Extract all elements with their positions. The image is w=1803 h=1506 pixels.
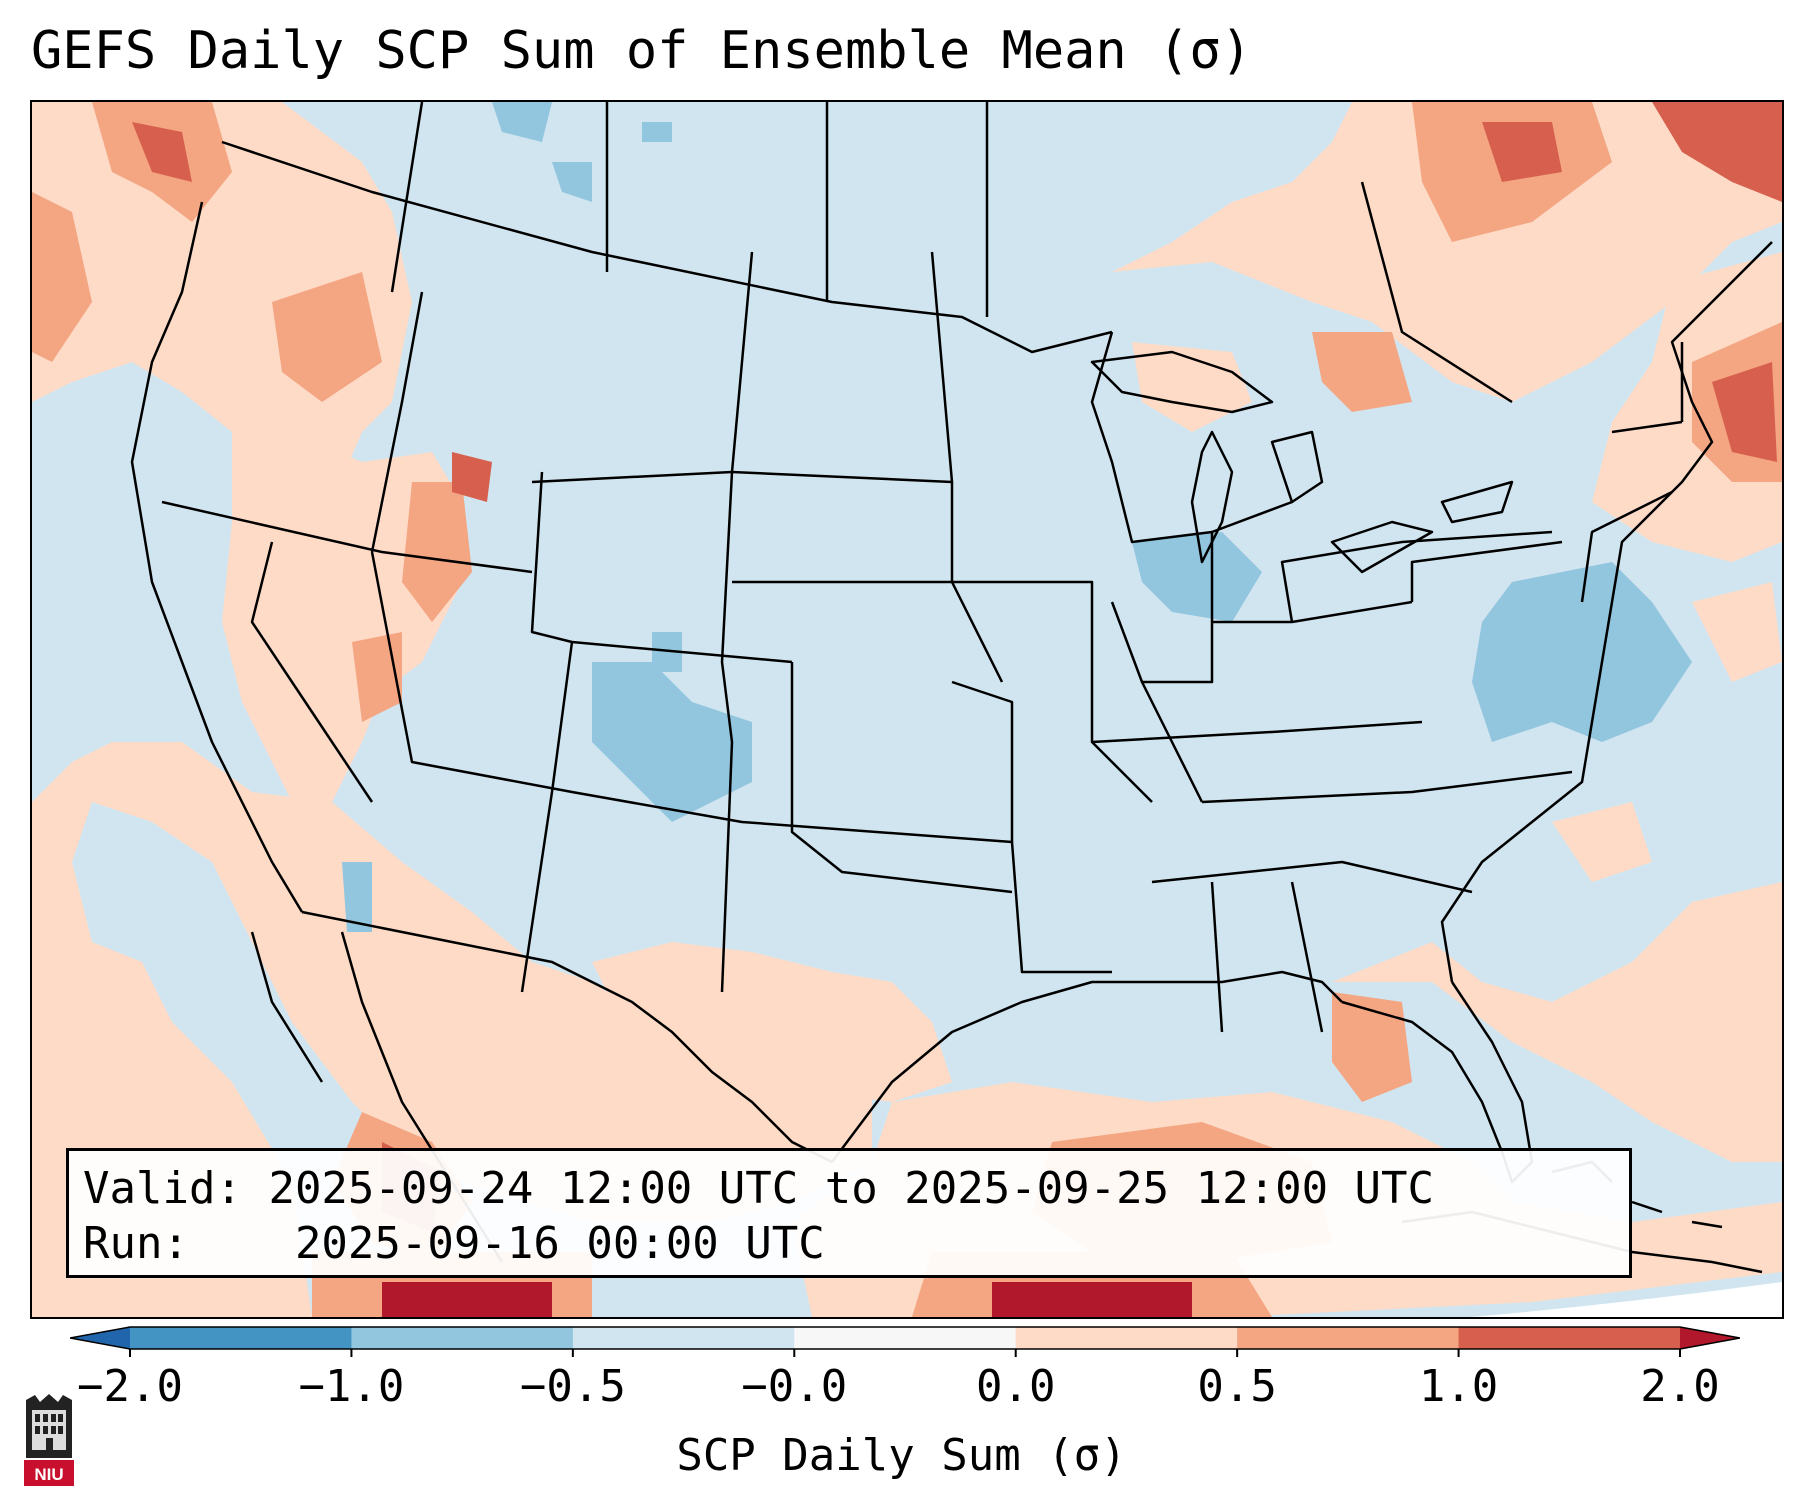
- colorbar: [70, 1326, 1740, 1357]
- run-label: Run:: [83, 1218, 189, 1269]
- negative-anomaly-regions: [342, 102, 1692, 932]
- colorbar-tick-label: 0.0: [975, 1361, 1056, 1412]
- valid-value: 2025-09-24 12:00 UTC to 2025-09-25 12:00…: [268, 1163, 1435, 1214]
- colorbar-segment: [572, 1327, 795, 1349]
- colorbar-tick-label: −2.0: [77, 1361, 183, 1412]
- valid-label: Valid:: [83, 1163, 242, 1214]
- colorbar-extend-high: [1680, 1327, 1740, 1349]
- valid-row: Valid: 2025-09-24 12:00 UTC to 2025-09-2…: [83, 1161, 1615, 1216]
- colorbar-tick-label: −0.0: [741, 1361, 848, 1412]
- colorbar-tick-label: 0.5: [1197, 1361, 1277, 1412]
- colorbar-segments: [70, 1326, 1740, 1357]
- colorbar-segment: [351, 1327, 574, 1349]
- logo-text: NIU: [34, 1465, 63, 1484]
- colorbar-segment: [1015, 1327, 1238, 1349]
- scp-map: [32, 102, 1782, 1317]
- colorbar-tick-label: 2.0: [1640, 1361, 1720, 1412]
- state-borders: [130, 102, 1773, 1274]
- run-row: Run: 2025-09-16 00:00 UTC: [83, 1216, 1615, 1271]
- colorbar-title: SCP Daily Sum (σ): [676, 1430, 1127, 1481]
- colorbar-tick-label: −0.5: [519, 1361, 626, 1412]
- validity-info-box: Valid: 2025-09-24 12:00 UTC to 2025-09-2…: [66, 1148, 1632, 1278]
- map-panel: [30, 100, 1784, 1319]
- colorbar-tick-label: 1.0: [1418, 1361, 1499, 1412]
- chart-title: GEFS Daily SCP Sum of Ensemble Mean (σ): [31, 21, 1252, 81]
- colorbar-segment: [130, 1327, 352, 1349]
- niu-logo-icon: NIU: [24, 1394, 74, 1486]
- colorbar-extend-low: [70, 1327, 130, 1349]
- colorbar-segment: [1237, 1327, 1460, 1349]
- colorbar-segment: [794, 1327, 1017, 1349]
- colorbar-tick-label: −1.0: [298, 1361, 405, 1412]
- colorbar-segment: [1458, 1327, 1681, 1349]
- run-value: 2025-09-16 00:00 UTC: [294, 1218, 825, 1269]
